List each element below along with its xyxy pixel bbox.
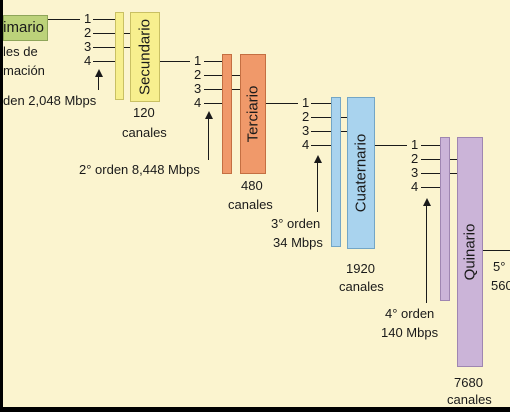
- cuaternario-input-4: 4: [302, 137, 310, 152]
- terciario-rate-line-2: 34 Mbps: [273, 235, 323, 250]
- cuaternario-input-2: 2: [302, 109, 310, 124]
- secundario-box: Secundario: [130, 12, 160, 102]
- quinario-count: 7680: [454, 375, 483, 390]
- quinario-input-4: 4: [411, 179, 419, 194]
- secundario-input-2: 2: [84, 25, 92, 40]
- quinario-input-line-1: [421, 145, 440, 147]
- terciario-input-bar: [222, 54, 232, 174]
- cuaternario-rate-arrow: [423, 198, 431, 206]
- terciario-rate-line-1: 3° orden: [271, 216, 321, 231]
- cuaternario-input-line-4: [311, 145, 331, 147]
- terciario-input-4: 4: [194, 95, 202, 110]
- terciario-rate-arrow: [314, 155, 322, 163]
- secundario-label: Secundario: [136, 19, 154, 95]
- secundario-count: 120: [133, 105, 155, 120]
- quinario-input-line-2: [421, 159, 457, 161]
- primario-rate-arrow: [95, 69, 103, 77]
- cuaternario-unit: canales: [339, 279, 384, 294]
- quinario-unit: canales: [447, 392, 492, 407]
- terciario-unit: canales: [228, 197, 273, 212]
- next-order-line-1: 5°: [493, 259, 506, 274]
- cuaternario-label: Cuaternario: [352, 133, 370, 213]
- secundario-unit: canales: [122, 125, 167, 140]
- cuaternario-input-1: 1: [302, 95, 310, 110]
- cuaternario-output-line: [375, 145, 407, 147]
- quinario-input-2: 2: [411, 151, 419, 166]
- terciario-input-1: 1: [194, 53, 202, 68]
- terciario-label: Terciario: [244, 85, 262, 143]
- next-order-line-2: 560: [491, 278, 510, 293]
- quinario-input-3: 3: [411, 165, 419, 180]
- secundario-rate: 2° orden 8,448 Mbps: [79, 162, 200, 177]
- quinario-box: Quinario: [457, 137, 483, 367]
- cuaternario-input-bar: [331, 97, 341, 247]
- cuaternario-box: Cuaternario: [347, 97, 375, 249]
- terciario-input-line-4: [204, 103, 222, 105]
- quinario-input-line-3: [421, 173, 457, 175]
- terciario-rate-pointer: [317, 162, 319, 212]
- secundario-input-4: 4: [84, 53, 92, 68]
- cuaternario-input-line-2: [311, 117, 347, 119]
- primario-note-1: les de: [3, 44, 38, 59]
- terciario-output-line: [266, 103, 298, 105]
- secundario-rate-arrow: [205, 111, 213, 119]
- cuaternario-rate-line-2: 140 Mbps: [381, 325, 439, 340]
- secundario-rate-pointer: [208, 118, 210, 160]
- cuaternario-input-line-3: [311, 131, 347, 133]
- quinario-input-1: 1: [411, 137, 419, 152]
- secundario-input-bar: [115, 12, 124, 100]
- primario-output-line: [48, 19, 80, 21]
- quinario-input-line-4: [421, 187, 440, 189]
- terciario-input-3: 3: [194, 81, 202, 96]
- secundario-input-line-3: [93, 47, 130, 49]
- primario-label: Primario: [0, 19, 44, 36]
- secundario-input-line-4: [93, 61, 115, 63]
- cuaternario-rate-pointer: [426, 205, 428, 303]
- terciario-box: Terciario: [240, 54, 266, 174]
- secundario-input-1: 1: [84, 11, 92, 26]
- primario-rate-pointer: [98, 76, 100, 90]
- cuaternario-input-3: 3: [302, 123, 310, 138]
- quinario-label: Quinario: [461, 223, 479, 281]
- image-bottom-border: [0, 407, 510, 412]
- secundario-output-line: [160, 61, 190, 63]
- terciario-input-line-1: [204, 61, 222, 63]
- secundario-input-3: 3: [84, 39, 92, 54]
- terciario-input-2: 2: [194, 67, 202, 82]
- terciario-count: 480: [241, 178, 263, 193]
- quinario-output-line: [483, 250, 510, 252]
- primario-note-2: mación: [3, 63, 45, 78]
- secundario-input-line-1: [93, 19, 115, 21]
- primario-rate: den 2,048 Mbps: [3, 93, 97, 108]
- cuaternario-count: 1920: [346, 261, 375, 276]
- cuaternario-rate-line-1: 4° orden: [385, 306, 435, 321]
- primario-box: Primario: [0, 15, 48, 41]
- image-left-border: [0, 0, 3, 412]
- quinario-input-bar: [440, 137, 450, 301]
- secundario-input-line-2: [93, 33, 130, 35]
- cuaternario-input-line-1: [311, 103, 331, 105]
